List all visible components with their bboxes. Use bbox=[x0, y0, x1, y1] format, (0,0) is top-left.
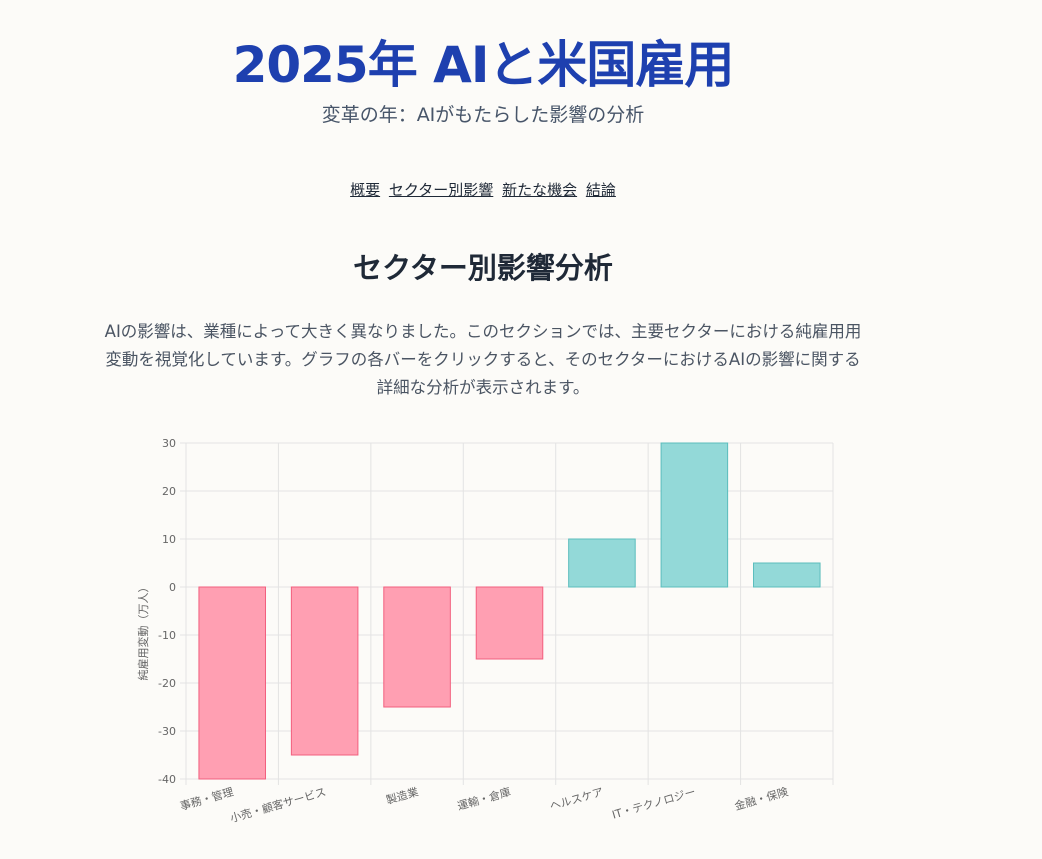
bar-1[interactable] bbox=[290, 586, 359, 756]
nav-link-conclusion[interactable]: 結論 bbox=[585, 181, 616, 199]
x-tick-label: 金融・保険 bbox=[733, 784, 790, 813]
nav-link-overview[interactable]: 概要 bbox=[350, 181, 381, 199]
x-tick-label: IT・テクノロジー bbox=[611, 785, 698, 821]
section-description: AIの影響は、業種によって大きく異なりました。このセクションでは、主要セクターに… bbox=[104, 322, 862, 397]
x-tick-label: 製造業 bbox=[384, 784, 420, 807]
y-tick-label: 30 bbox=[162, 437, 176, 450]
bar-6[interactable] bbox=[753, 562, 821, 588]
bar-0[interactable] bbox=[198, 586, 266, 780]
bar-4[interactable] bbox=[568, 538, 636, 588]
x-tick-label: 小売・顧客サービス bbox=[228, 784, 327, 825]
page-title: 2025年 AIと米国雇用 bbox=[232, 36, 735, 94]
y-tick-label: -10 bbox=[158, 629, 176, 642]
y-tick-label: -20 bbox=[158, 677, 176, 690]
x-tick-label: 事務・管理 bbox=[178, 784, 235, 813]
section-nav: 概要 セクター別影響 新たな機会 結論 bbox=[0, 179, 966, 201]
y-tick-label: 0 bbox=[169, 581, 176, 594]
y-tick-label: 10 bbox=[162, 533, 176, 546]
hero-block: 2025年 AIと米国雇用 変革の年：AIがもたらした影響の分析 bbox=[0, 36, 966, 128]
nav-link-sector-impact[interactable]: セクター別影響 bbox=[388, 181, 494, 199]
bar-3[interactable] bbox=[475, 586, 544, 660]
section-title: セクター別影響分析 bbox=[353, 251, 613, 285]
x-tick-label: 運輸・倉庫 bbox=[456, 784, 513, 813]
bar-2[interactable] bbox=[383, 586, 451, 708]
y-tick-label: -40 bbox=[158, 773, 176, 786]
nav-link-new-opportunities[interactable]: 新たな機会 bbox=[502, 181, 578, 199]
y-axis-title: 純雇用変動（万人） bbox=[136, 582, 150, 681]
x-tick-label: ヘルスケア bbox=[548, 785, 604, 813]
page-subtitle: 変革の年：AIがもたらした影響の分析 bbox=[321, 104, 645, 126]
bar-5[interactable] bbox=[660, 442, 729, 588]
y-tick-label: -30 bbox=[158, 725, 176, 738]
y-tick-label: 20 bbox=[162, 485, 176, 498]
